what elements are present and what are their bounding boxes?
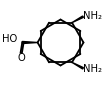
Text: NH₂: NH₂ xyxy=(83,64,102,74)
Text: NH₂: NH₂ xyxy=(83,11,102,21)
Text: HO: HO xyxy=(2,34,17,44)
Polygon shape xyxy=(72,62,83,69)
Polygon shape xyxy=(72,16,83,23)
Text: O: O xyxy=(17,53,25,63)
Polygon shape xyxy=(22,41,38,44)
